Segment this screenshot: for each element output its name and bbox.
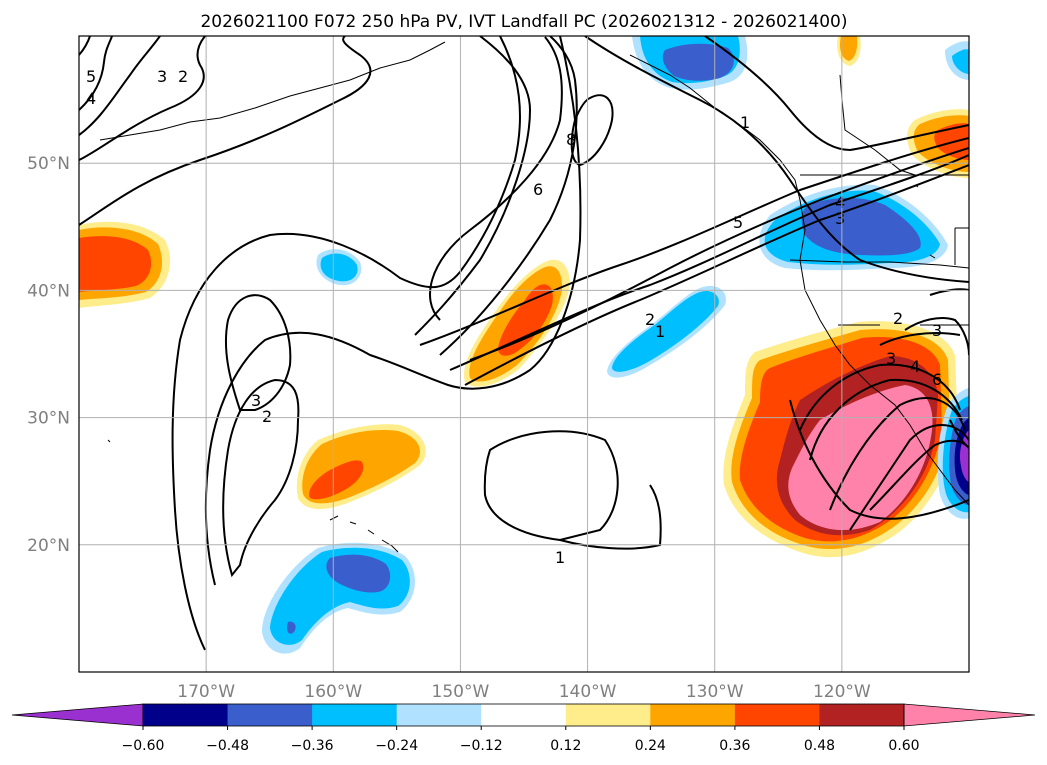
subtropical-positive [296,424,426,510]
west-edge-positive [79,221,170,308]
contour-label: 6 [932,370,942,389]
lon-tick-label: 130°W [686,682,744,702]
colorbar-tick-label: −0.24 [375,738,418,754]
map-frame [78,35,970,673]
contour-label: 8 [566,130,576,149]
lat-tick-label: 20°N [27,536,70,556]
contour-label: 5 [86,67,96,86]
colorbar-tick-label: 0.60 [888,738,919,754]
colorbar-segment [396,704,482,726]
lon-tick-label: 140°W [559,682,617,702]
colorbar-segment [819,704,905,726]
colorbar-tick-label: −0.60 [122,738,165,754]
contour-label: 4 [86,89,96,108]
colorbar-tick-labels: −0.60 −0.48 −0.36 −0.24 −0.12 0.12 0.24 0.36 0.4… [122,726,920,754]
lat-tick-label: 40°N [27,281,70,301]
contour-label: 4 [835,193,845,212]
contour-label: 3 [157,67,167,86]
hawaii-negative [262,542,416,654]
lon-tick-label: 150°W [432,682,490,702]
small-negative-corner [945,41,969,80]
colorbar-tick-label: 0.36 [719,738,750,754]
colorbar-segment [227,704,313,726]
contour-label: 1 [655,322,665,341]
colorbar-outline [142,703,905,727]
gridlines [79,36,969,672]
lon-tick-label: 170°W [177,682,235,702]
offshore-negative-band [607,285,726,378]
contour-label: 6 [533,180,543,199]
lon-tick-label: 160°W [304,682,362,702]
colorbar-extend-low [11,703,144,727]
colorbar-segment [312,704,398,726]
lon-tick-label: 120°W [813,682,871,702]
longitude-tick-labels: 170°W 160°W 150°W 140°W 130°W 120°W [177,682,871,702]
colorbar-tick-label: −0.36 [291,738,334,754]
contour-label: 3 [251,391,261,410]
contour-label: 5 [733,213,743,232]
coastlines [99,41,969,553]
lat-tick-label: 30°N [27,409,70,429]
contour-label: 1 [740,113,750,132]
latitude-tick-labels: 20°N 30°N 40°N 50°N [27,154,70,556]
colorbar-segment [481,704,567,726]
chart-title: 2026021100 F072 250 hPa PV, IVT Landfall… [200,12,847,32]
colorbar-segment [734,704,820,726]
colorbar-extend-high [903,703,1036,727]
small-negative-blob [316,249,362,286]
lat-tick-label: 50°N [27,154,70,174]
colorbar-segment [650,704,736,726]
contour-labels: 3 2 4 5 3 2 6 8 5 2 1 1 4 3 2 3 4 3 6 1 [86,67,942,567]
colorbar-tick-label: 0.48 [804,738,835,754]
contour-label: 2 [645,310,655,329]
colorbar-tick-label: −0.12 [460,738,503,754]
contour-label: 2 [893,309,903,328]
colorbar-segment [143,704,229,726]
contour-label: 3 [835,209,845,228]
map-panel: 3 2 4 5 3 2 6 8 5 2 1 1 4 3 2 3 4 3 6 1 [79,36,969,672]
colorbar-segment [565,704,651,726]
contour-label: 2 [178,67,188,86]
colorbar-tick-label: 0.24 [635,738,666,754]
contour-label: 3 [886,349,896,368]
contour-label: 3 [932,321,942,340]
contour-label: 2 [262,407,272,426]
colorbar-tick-label: 0.12 [550,738,581,754]
colorbar-tick-label: −0.48 [206,738,249,754]
central-pacific-ne-positive [464,259,570,387]
pv-contours [79,36,969,651]
contour-label: 4 [910,357,920,376]
contour-label: 1 [555,548,565,567]
small-positive-top [837,36,861,66]
colorbar [11,703,1036,727]
